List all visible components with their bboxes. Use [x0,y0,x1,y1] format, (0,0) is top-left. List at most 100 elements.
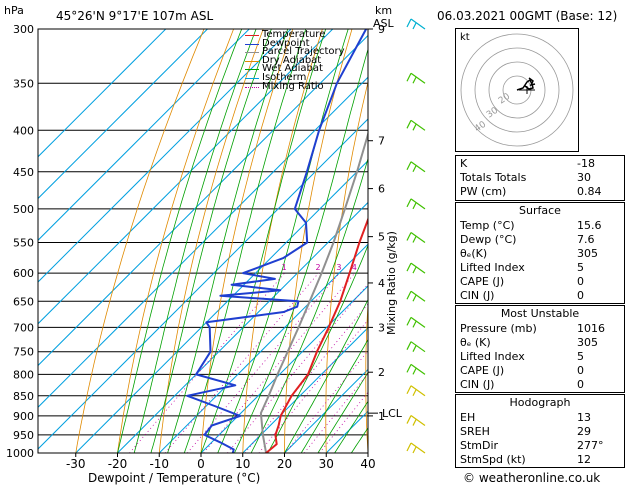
km-tick-label: 5 [378,231,385,244]
pressure-tick-label: 600 [13,267,34,280]
wet-adiabat-line [267,244,368,453]
legend-swatch [245,86,259,88]
wet-adiabat-line [250,157,368,453]
surface-value: 305 [577,247,598,260]
legend-label: Parcel Trajectory [262,46,345,58]
legend-entry: Dry Adiabat [243,55,367,66]
index-value: -18 [577,157,595,170]
pressure-tick-label: 800 [13,368,34,381]
wet-adiabat-line [167,29,289,453]
surface-label: θₑ(K) [460,247,488,260]
hodo-label: SREH [460,425,490,438]
wind-barb [406,341,426,353]
isotherm-line [38,29,208,200]
index-value: 0.84 [577,185,602,198]
wet-adiabat-line [317,371,368,453]
legend-label: Isotherm [262,72,307,83]
mixing-ratio-axis-label: Mixing Ratio (g/kg) [385,231,398,335]
hodograph-ring [474,47,560,133]
dry-adiabat-line [325,80,368,453]
mu-value: 0 [577,364,584,377]
wind-barb [406,119,426,131]
mixing-ratio-line [129,272,285,453]
pressure-tick-label: 300 [13,23,34,36]
most-unstable-table: Most Unstable Pressure (mb) 1016 θₑ (K) … [455,305,625,393]
legend-swatch [245,43,259,45]
surface-label: Lifted Index [460,261,525,274]
wind-barb [406,415,426,427]
hodo-label: StmSpd (kt) [460,453,526,466]
temperature-tick-label: 20 [277,457,292,471]
wind-barb [406,161,426,173]
surface-value: 0 [577,275,584,288]
isotherm-line [38,29,334,325]
km-tick-label: 6 [378,183,385,196]
wind-barb [406,72,426,84]
dry-adiabat-line [158,29,264,453]
wind-barb [406,316,426,328]
wet-adiabat-line [200,29,327,453]
km-tick-label: 4 [378,277,385,290]
pressure-tick-label: 450 [13,166,34,179]
mixing-ratio-label: 6 [374,263,379,272]
pressure-tick-label: 1000 [6,447,34,460]
surface-value: 15.6 [577,219,602,232]
wet-adiabat-line [133,29,257,453]
legend-label: Mixing Ratio [262,80,324,92]
dewpoint-trace [186,29,367,453]
wind-barb [406,18,426,30]
km-tick-label: 3 [378,321,385,334]
mu-label: Lifted Index [460,350,525,363]
dry-adiabat-line [117,29,234,453]
temperature-trace [265,216,368,453]
hodo-value: 13 [577,411,591,424]
dry-adiabat-line [200,29,294,453]
legend-label: Dewpoint [262,37,310,49]
isotherm-line [158,243,368,453]
dry-adiabat-line [365,298,368,453]
wind-barb [406,385,426,397]
isotherm-line [38,76,368,408]
legend-entry: Isotherm [243,72,367,83]
isotherm-line [200,285,368,453]
temperature-tick-label: -20 [108,457,128,471]
hodo-label: StmDir [460,439,499,452]
isotherm-line [242,327,368,453]
hodo-value: 12 [577,453,591,466]
mixing-ratio-line [284,350,368,453]
mixing-ratio-label: 3 [336,263,341,272]
hodograph-ring [488,61,546,119]
wind-barb [406,442,426,454]
index-label: PW (cm) [460,185,507,198]
most-unstable-title: Most Unstable [500,307,580,320]
hodograph-table: Hodograph EH 13 SREH 29 StmDir 277° StmS… [455,394,625,468]
hodo-value: 29 [577,425,591,438]
parcel-trajectory-trace [259,130,368,453]
mu-label: Pressure (mb) [460,322,537,335]
surface-value: 5 [577,261,584,274]
surface-label: CIN (J) [460,289,495,302]
legend-swatch [245,60,259,62]
legend: Temperature Dewpoint Parcel Trajectory Dry … [243,29,367,93]
mixing-ratio-label: 15 [429,263,439,272]
hodograph-trace [516,77,536,91]
dry-adiabat-line [75,29,205,453]
x-axis-label: Dewpoint / Temperature (°C) [88,471,261,485]
legend-swatch [245,69,259,71]
legend-entry: Temperature [243,29,367,40]
index-label: K [460,157,468,170]
datetime-title: 06.03.2021 00GMT (Base: 12) [437,9,618,23]
mixing-ratio-label: 4 [352,263,357,272]
surface-value: 7.6 [577,233,595,246]
isotherm-line [38,118,368,450]
isotherm-line [75,160,368,453]
pressure-tick-label: 650 [13,295,34,308]
temperature-tick-label: -30 [66,457,86,471]
legend-label: Wet Adiabat [262,63,323,75]
mu-value: 1016 [577,322,605,335]
mixing-ratio-label: 1 [282,263,287,272]
hodo-label: EH [460,411,476,424]
pressure-tick-label: 750 [13,346,34,359]
